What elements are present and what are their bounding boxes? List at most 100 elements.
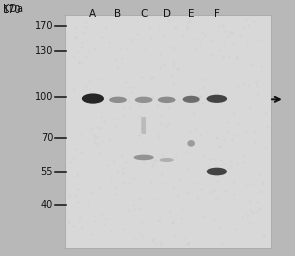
Point	[109, 228, 113, 232]
Point	[171, 63, 175, 67]
Point	[245, 23, 250, 27]
Point	[197, 132, 202, 136]
Point	[218, 158, 223, 162]
Point	[120, 154, 125, 158]
Point	[156, 27, 161, 31]
Point	[171, 45, 175, 49]
Point	[248, 199, 253, 203]
Point	[81, 30, 86, 34]
Point	[256, 78, 260, 82]
Point	[138, 206, 142, 210]
Point	[174, 67, 179, 71]
Point	[208, 157, 213, 162]
Point	[98, 151, 102, 155]
Point	[232, 132, 237, 136]
Point	[264, 111, 268, 115]
Point	[170, 81, 175, 86]
Point	[158, 219, 162, 223]
Point	[181, 34, 186, 38]
Text: 170: 170	[35, 20, 53, 31]
Point	[140, 126, 144, 130]
Point	[156, 133, 161, 137]
Point	[216, 24, 221, 28]
Point	[211, 16, 215, 20]
Point	[99, 139, 104, 143]
Ellipse shape	[206, 95, 227, 103]
Point	[121, 181, 126, 185]
Point	[90, 190, 94, 195]
Point	[174, 27, 179, 31]
Point	[205, 131, 210, 135]
Point	[245, 182, 250, 186]
Point	[87, 49, 91, 53]
Point	[76, 199, 81, 204]
Point	[136, 133, 141, 137]
Point	[104, 25, 109, 29]
Point	[221, 23, 226, 27]
Point	[78, 150, 83, 154]
Ellipse shape	[183, 96, 200, 103]
Point	[166, 121, 171, 125]
Point	[212, 188, 217, 192]
Point	[196, 100, 201, 104]
Point	[150, 75, 155, 79]
Point	[75, 172, 80, 176]
Point	[186, 20, 191, 24]
Point	[234, 163, 239, 167]
Point	[201, 101, 206, 105]
Point	[112, 117, 117, 121]
Point	[214, 136, 219, 140]
Point	[87, 79, 92, 83]
Point	[140, 220, 145, 224]
Point	[241, 154, 246, 158]
Point	[225, 120, 230, 124]
Point	[200, 214, 205, 218]
Point	[138, 197, 143, 201]
Point	[187, 18, 192, 22]
Point	[199, 187, 204, 191]
Point	[166, 18, 171, 22]
Point	[220, 55, 225, 59]
Point	[185, 167, 190, 171]
Point	[76, 187, 81, 191]
Point	[93, 214, 97, 218]
Point	[159, 172, 164, 176]
Point	[176, 67, 180, 71]
Point	[93, 141, 98, 145]
Point	[176, 194, 181, 198]
Point	[166, 105, 171, 109]
Point	[186, 242, 190, 246]
Point	[133, 237, 138, 241]
Point	[99, 97, 104, 101]
Point	[227, 30, 232, 35]
Point	[232, 191, 236, 196]
Point	[74, 147, 78, 151]
Point	[244, 130, 249, 134]
Point	[160, 153, 165, 157]
Point	[233, 227, 238, 231]
Point	[102, 119, 106, 123]
Point	[186, 189, 191, 194]
Ellipse shape	[82, 93, 104, 104]
Point	[131, 207, 136, 211]
Point	[177, 177, 182, 181]
Point	[255, 38, 260, 42]
Point	[193, 127, 197, 131]
Point	[171, 186, 176, 190]
Point	[138, 94, 143, 98]
Point	[235, 84, 240, 88]
Point	[155, 103, 159, 107]
Point	[239, 215, 244, 219]
Point	[172, 233, 177, 237]
Point	[73, 35, 78, 39]
Point	[254, 81, 259, 85]
Text: B: B	[114, 9, 122, 19]
Point	[198, 40, 202, 44]
Point	[172, 48, 177, 52]
Point	[219, 144, 223, 148]
Ellipse shape	[160, 158, 174, 162]
Point	[71, 54, 75, 58]
Point	[79, 60, 84, 64]
Point	[209, 189, 214, 193]
Point	[254, 84, 259, 88]
